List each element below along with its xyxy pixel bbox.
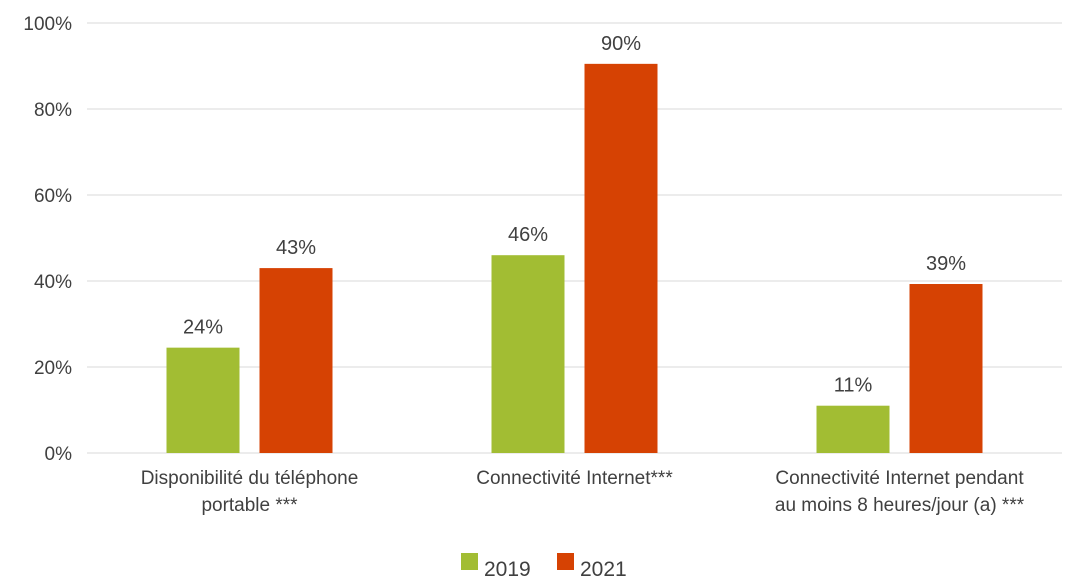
legend: 2019 2021 (461, 553, 627, 577)
data-label: 11% (834, 375, 873, 397)
bar-2021-cat2 (584, 63, 658, 453)
x-axis-category-labels: Disponibilité du téléphone portable *** Co… (141, 468, 1025, 516)
y-tick-label: 0% (45, 444, 73, 465)
data-label: 43% (276, 237, 316, 259)
y-tick-label: 80% (34, 100, 72, 121)
bar-2019-cat1 (166, 347, 240, 453)
y-tick-label: 60% (34, 186, 72, 207)
y-tick-label: 100% (23, 14, 72, 35)
y-tick-label: 20% (34, 358, 72, 379)
data-label: 24% (183, 317, 223, 339)
bar-2019-cat3 (816, 405, 890, 453)
bar-2021-cat1 (259, 268, 333, 453)
category-label: portable *** (201, 495, 298, 516)
data-label: 46% (508, 224, 548, 246)
data-label: 90% (601, 33, 641, 55)
legend-label: 2019 (484, 558, 531, 577)
data-labels: 24% 43% 46% 90% 11% 39% (183, 33, 966, 397)
y-tick-label: 40% (34, 272, 72, 293)
category-label: Connectivité Internet pendant (775, 468, 1024, 489)
bar-2019-cat2 (491, 255, 565, 453)
bar-2021-cat3 (909, 284, 983, 453)
category-label: Disponibilité du téléphone (141, 468, 359, 489)
data-label: 39% (926, 253, 966, 275)
legend-label: 2021 (580, 558, 627, 577)
category-label: au moins 8 heures/jour (a) *** (775, 495, 1025, 516)
gridlines (87, 22, 1062, 454)
bars (166, 63, 983, 453)
legend-swatch (557, 553, 574, 570)
category-label: Connectivité Internet*** (476, 468, 673, 489)
y-axis-tick-labels: 0% 20% 40% 60% 80% 100% (23, 14, 72, 465)
legend-swatch (461, 553, 478, 570)
